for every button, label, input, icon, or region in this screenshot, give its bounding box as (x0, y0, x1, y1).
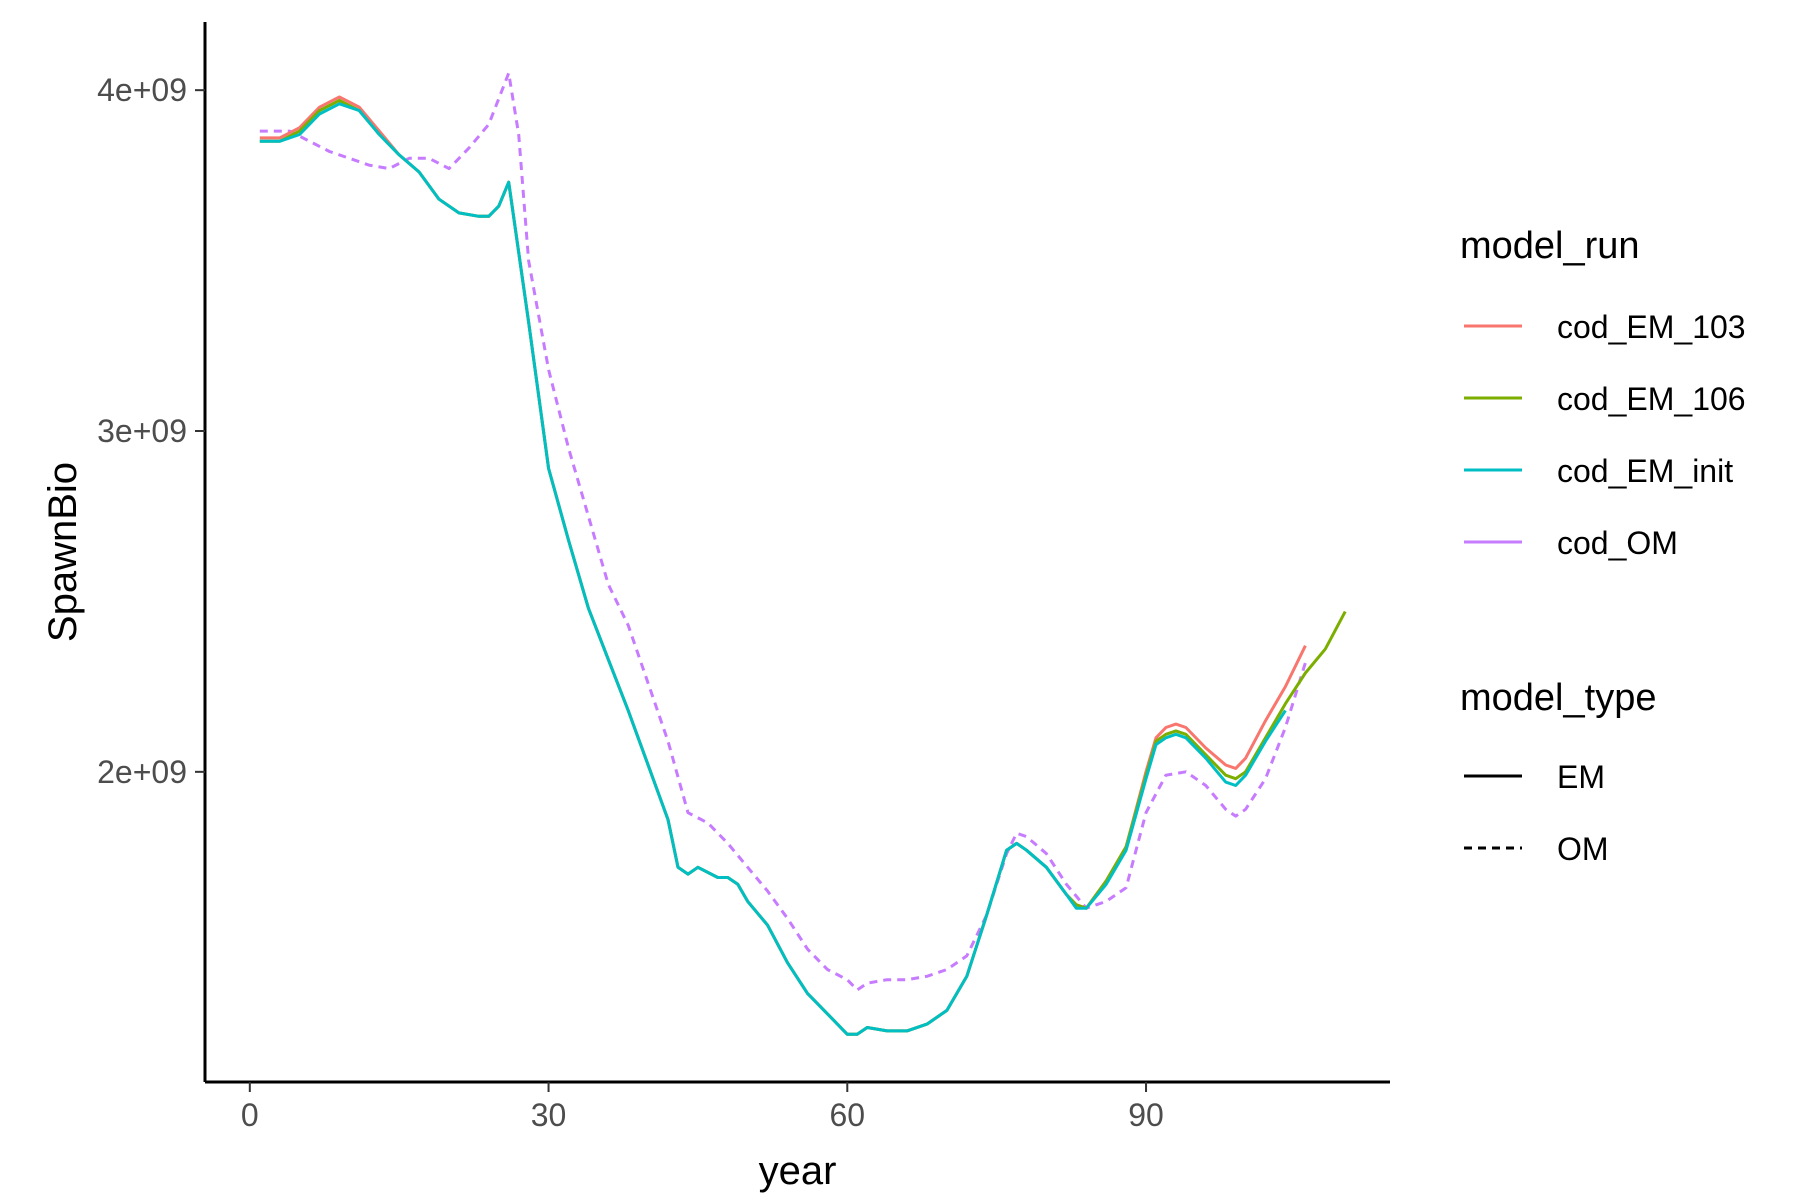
legend-label-cod-em-103: cod_EM_103 (1557, 309, 1746, 345)
legend: model_run cod_EM_103 cod_EM_106 cod_EM_init… (1460, 225, 1746, 867)
x-tick-label: 90 (1128, 1097, 1164, 1133)
series-layer (259, 71, 1347, 1036)
legend-label-cod-om: cod_OM (1557, 525, 1678, 561)
legend-label-cod-em-init: cod_EM_init (1557, 453, 1733, 489)
x-axis-ticks: 0 30 60 90 (241, 1082, 1164, 1133)
y-tick-label: 4e+09 (97, 72, 187, 108)
series-line-cod-em-106 (259, 98, 1347, 1036)
series-line-cod-em-init (259, 102, 1287, 1036)
y-tick-label: 3e+09 (97, 413, 187, 449)
x-tick-label: 60 (829, 1097, 865, 1133)
x-tick-label: 0 (241, 1097, 259, 1133)
y-tick-label: 2e+09 (97, 754, 187, 790)
legend-label-em: EM (1557, 759, 1605, 795)
series-line-cod-em-103 (259, 95, 1307, 1036)
series-line-cod-om (259, 71, 1307, 992)
legend-label-om: OM (1557, 831, 1609, 867)
y-axis-title: SpawnBio (41, 462, 85, 642)
legend-title-model-type: model_type (1460, 677, 1656, 719)
y-axis-ticks: 2e+09 3e+09 4e+09 (97, 72, 205, 790)
legend-title-model-run: model_run (1460, 225, 1640, 267)
x-tick-label: 30 (531, 1097, 567, 1133)
legend-label-cod-em-106: cod_EM_106 (1557, 381, 1746, 417)
x-axis-title: year (759, 1149, 837, 1193)
